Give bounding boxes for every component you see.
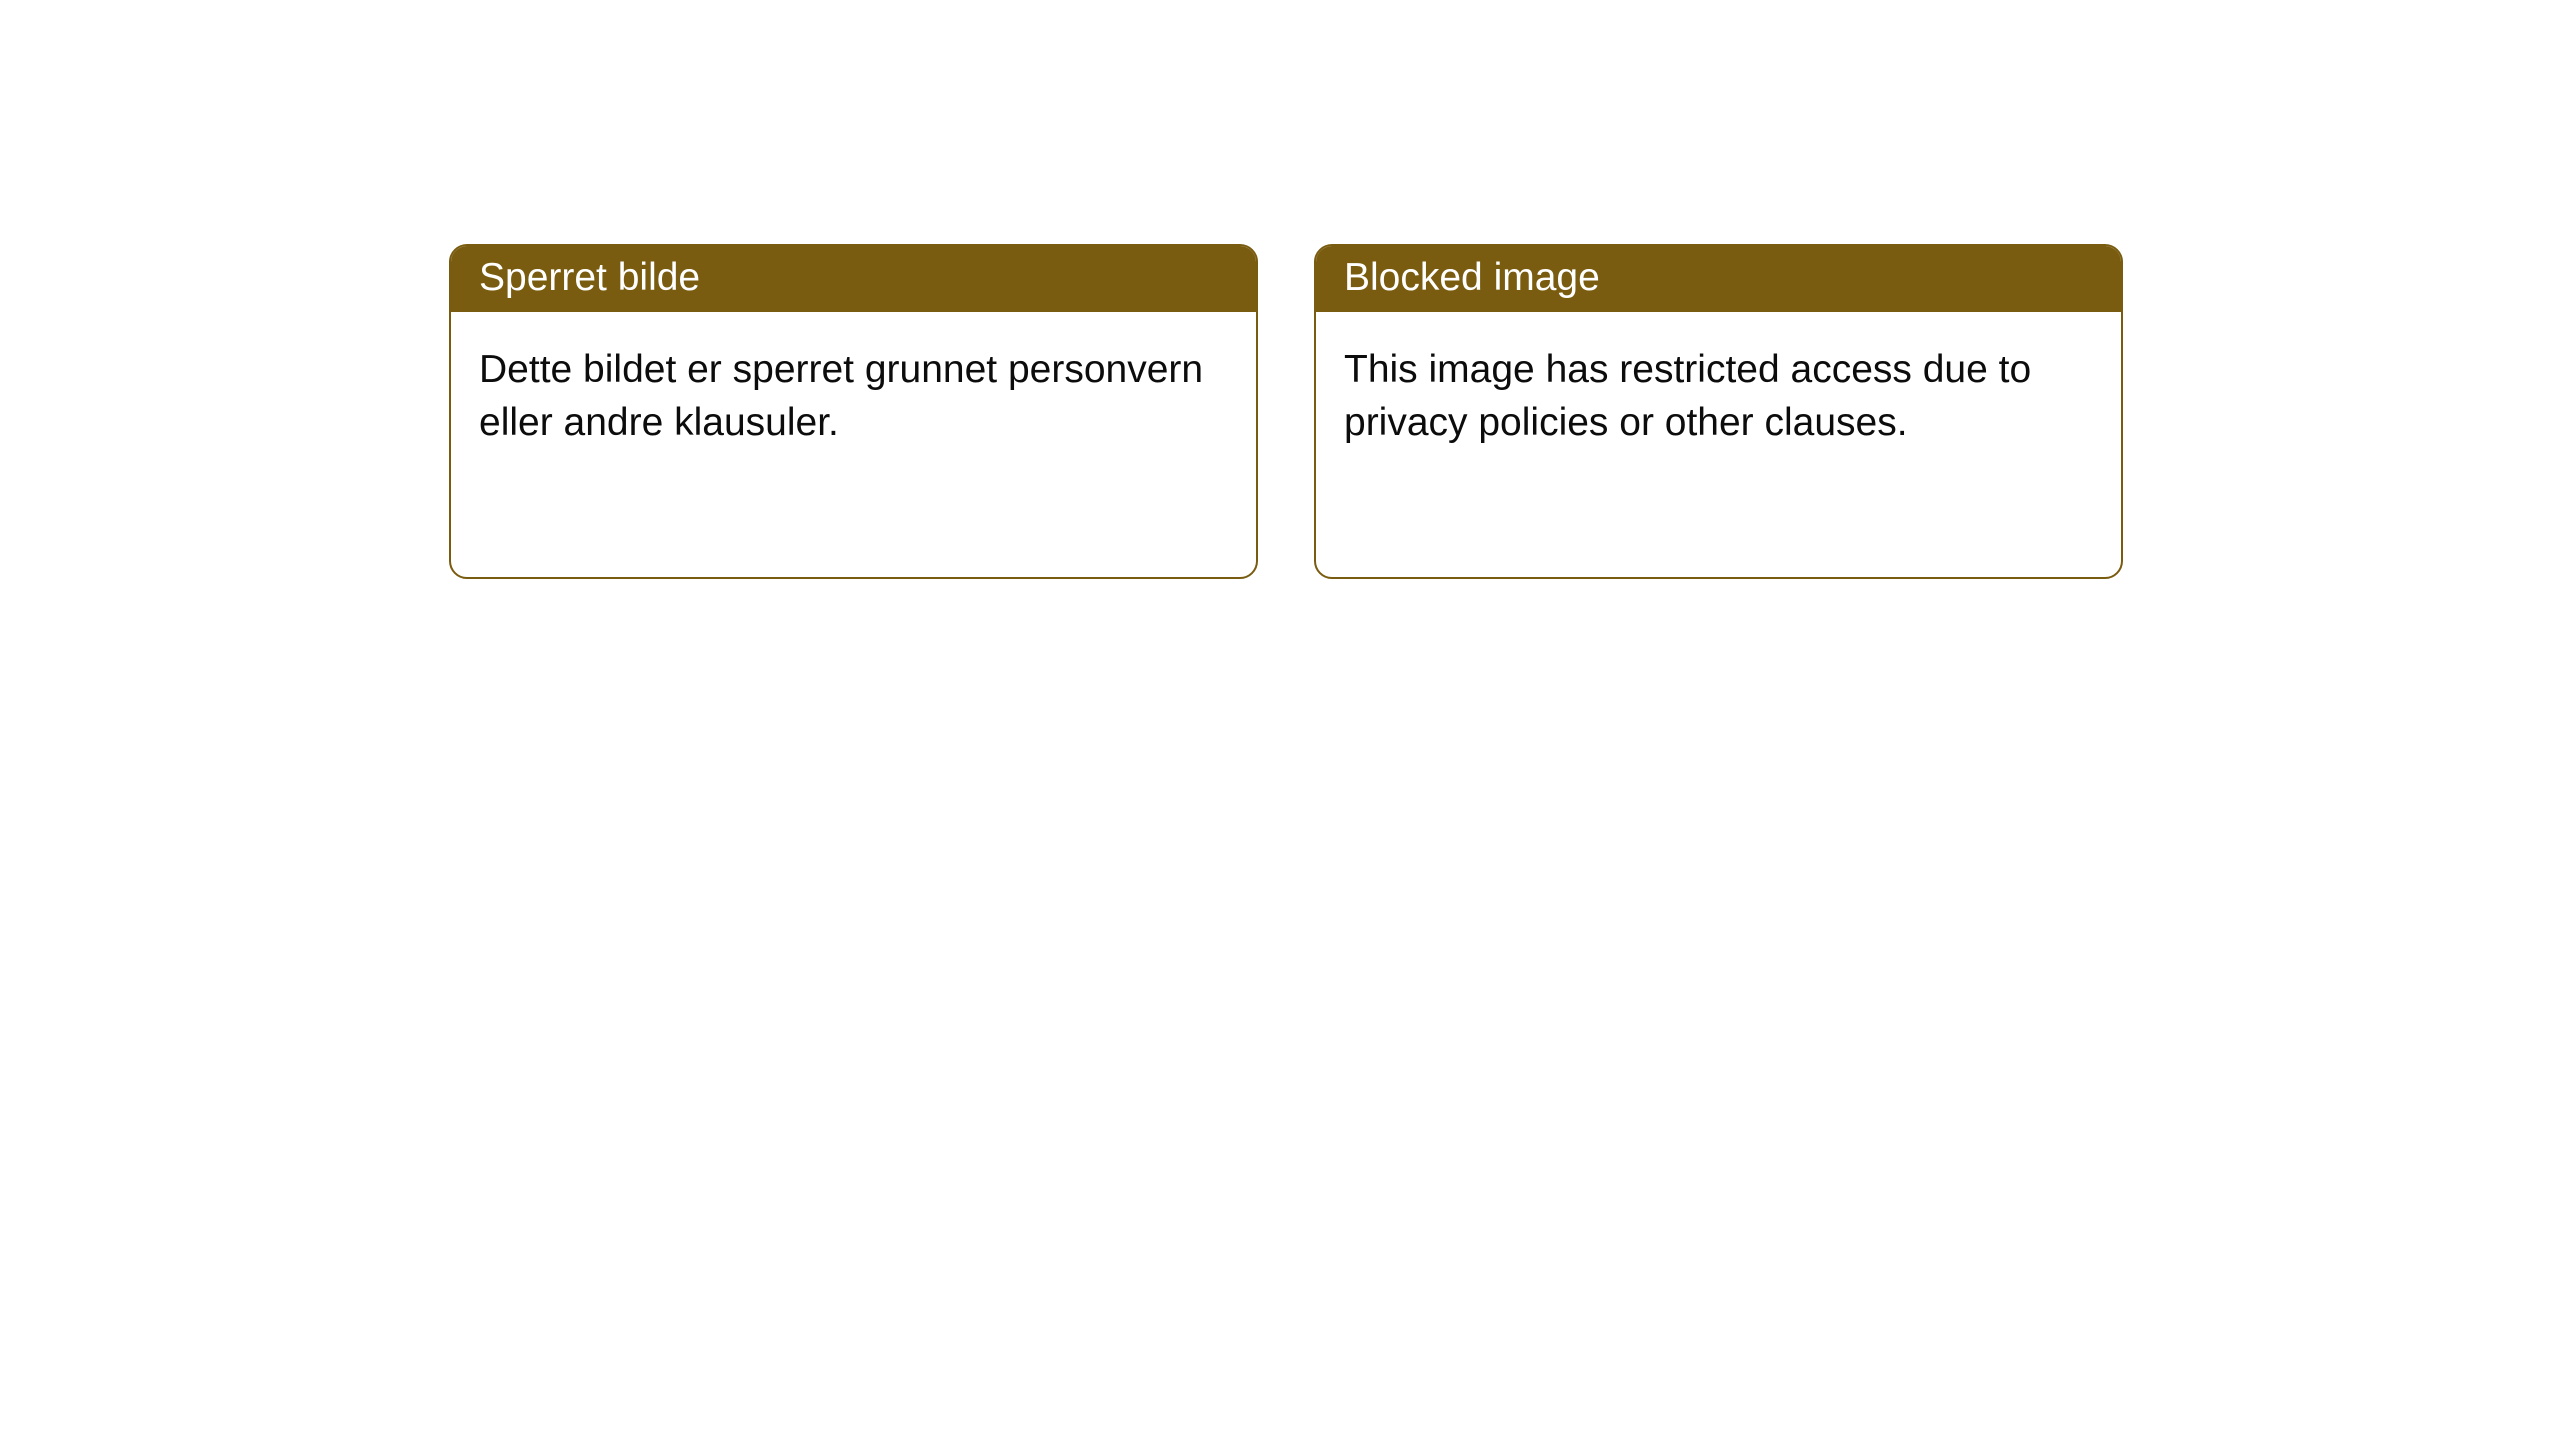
notice-cards-container: Sperret bilde Dette bildet er sperret gr… [0, 0, 2560, 579]
card-body: This image has restricted access due to … [1316, 312, 2121, 481]
card-header: Sperret bilde [451, 246, 1256, 312]
card-body: Dette bildet er sperret grunnet personve… [451, 312, 1256, 481]
blocked-image-card-no: Sperret bilde Dette bildet er sperret gr… [449, 244, 1258, 579]
card-header: Blocked image [1316, 246, 2121, 312]
blocked-image-card-en: Blocked image This image has restricted … [1314, 244, 2123, 579]
